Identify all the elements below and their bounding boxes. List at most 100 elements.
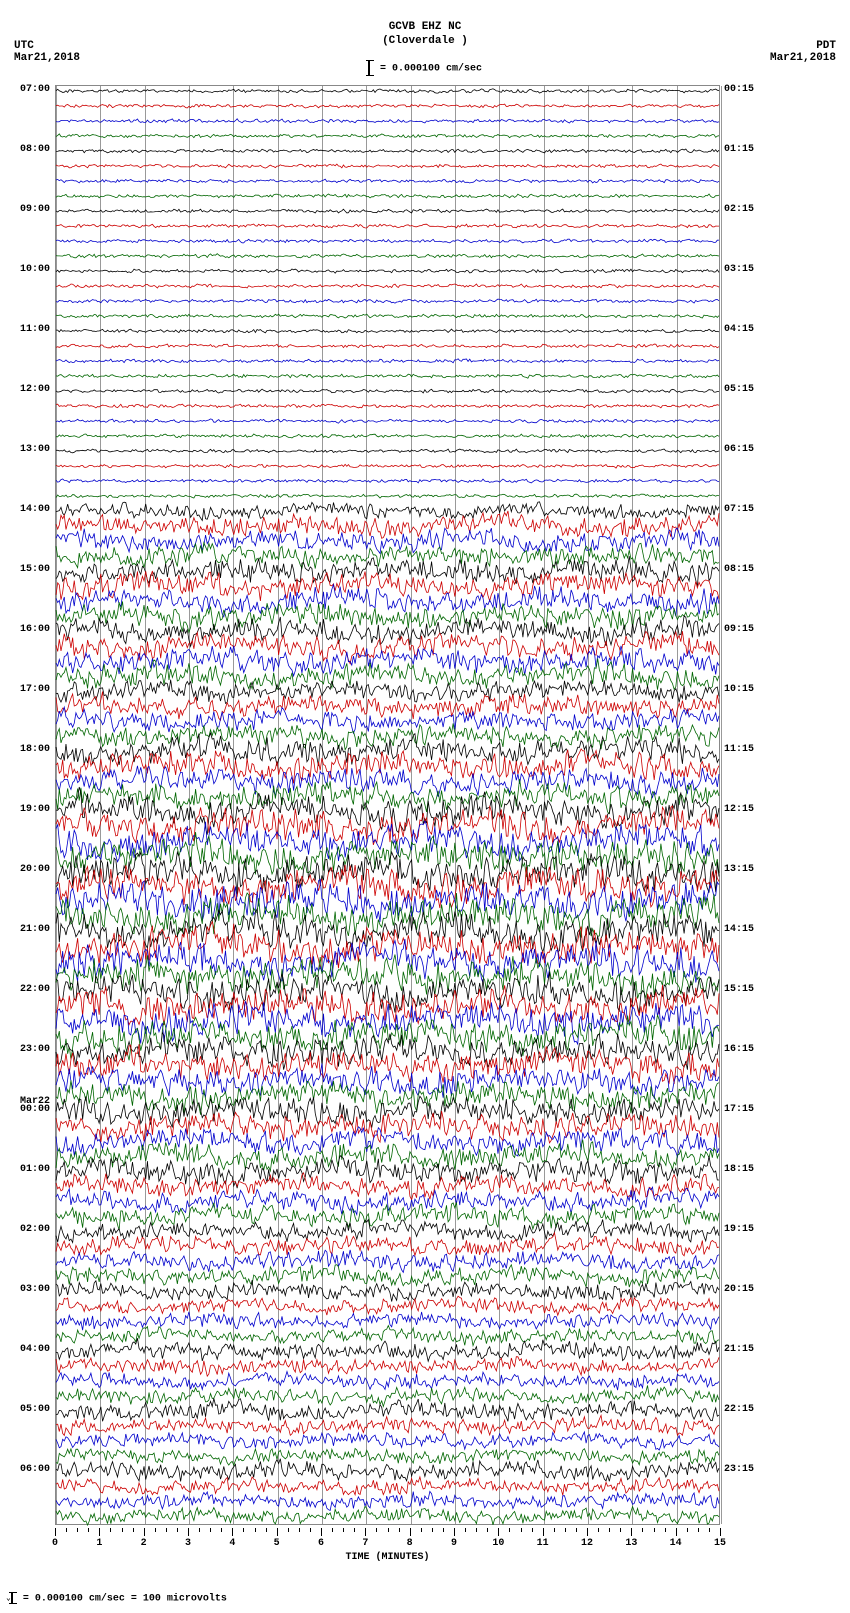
x-tick-minor — [432, 1528, 433, 1532]
x-tick-minor — [465, 1528, 466, 1532]
x-tick-minor — [487, 1528, 488, 1532]
footer-scale-bar-icon — [11, 1592, 13, 1604]
x-tick-label: 10 — [492, 1538, 504, 1549]
x-tick-major — [410, 1528, 411, 1536]
left-time-label: 13:00 — [2, 445, 50, 455]
x-tick-minor — [210, 1528, 211, 1532]
x-tick-major — [55, 1528, 56, 1536]
tz-left-date: Mar21,2018 — [14, 52, 80, 64]
x-tick-label: 13 — [625, 1538, 637, 1549]
right-time-label: 17:15 — [724, 1105, 772, 1115]
chart-footer: ⌄ = 0.000100 cm/sec = 100 microvolts — [6, 1592, 227, 1605]
x-tick-label: 1 — [96, 1538, 102, 1549]
x-tick-minor — [343, 1528, 344, 1532]
left-time-label: 01:00 — [2, 1165, 50, 1175]
x-tick-label: 4 — [229, 1538, 235, 1549]
left-time-label: 03:00 — [2, 1285, 50, 1295]
left-time-label: 10:00 — [2, 265, 50, 275]
left-time-label: 17:00 — [2, 685, 50, 695]
x-tick-major — [676, 1528, 677, 1536]
x-tick-major — [365, 1528, 366, 1536]
right-time-label: 06:15 — [724, 445, 772, 455]
left-time-label: 04:00 — [2, 1345, 50, 1355]
right-time-label: 07:15 — [724, 505, 772, 515]
x-tick-minor — [509, 1528, 510, 1532]
left-time-label: 19:00 — [2, 805, 50, 815]
x-tick-label: 12 — [581, 1538, 593, 1549]
x-tick-minor — [310, 1528, 311, 1532]
x-tick-label: 8 — [407, 1538, 413, 1549]
left-time-label: 09:00 — [2, 205, 50, 215]
tz-right-date: Mar21,2018 — [770, 52, 836, 64]
left-time-label: 11:00 — [2, 325, 50, 335]
right-time-label: 09:15 — [724, 625, 772, 635]
x-axis: TIME (MINUTES) 0123456789101112131415 — [55, 1528, 720, 1568]
x-tick-minor — [221, 1528, 222, 1532]
x-tick-major — [631, 1528, 632, 1536]
left-time-label: 23:00 — [2, 1045, 50, 1055]
tz-right-name: PDT — [770, 40, 836, 52]
x-tick-minor — [177, 1528, 178, 1532]
left-time-label: 22:00 — [2, 985, 50, 995]
x-tick-minor — [66, 1528, 67, 1532]
x-tick-label: 5 — [274, 1538, 280, 1549]
x-tick-minor — [243, 1528, 244, 1532]
x-tick-major — [587, 1528, 588, 1536]
grid-line — [721, 86, 722, 1524]
x-tick-minor — [443, 1528, 444, 1532]
x-tick-major — [232, 1528, 233, 1536]
right-time-label: 20:15 — [724, 1285, 772, 1295]
x-tick-minor — [665, 1528, 666, 1532]
x-tick-minor — [521, 1528, 522, 1532]
x-tick-minor — [155, 1528, 156, 1532]
x-tick-minor — [609, 1528, 610, 1532]
right-time-label: 12:15 — [724, 805, 772, 815]
right-time-label: 19:15 — [724, 1225, 772, 1235]
x-tick-minor — [576, 1528, 577, 1532]
x-tick-minor — [376, 1528, 377, 1532]
left-time-label: 21:00 — [2, 925, 50, 935]
footer-text: = 0.000100 cm/sec = 100 microvolts — [17, 1594, 227, 1605]
timezone-right: PDT Mar21,2018 — [770, 40, 836, 64]
left-time-label: 12:00 — [2, 385, 50, 395]
left-time-label: 14:00 — [2, 505, 50, 515]
x-tick-major — [498, 1528, 499, 1536]
x-tick-minor — [77, 1528, 78, 1532]
right-time-label: 11:15 — [724, 745, 772, 755]
x-tick-label: 14 — [670, 1538, 682, 1549]
x-tick-minor — [122, 1528, 123, 1532]
right-time-label: 04:15 — [724, 325, 772, 335]
x-tick-minor — [642, 1528, 643, 1532]
right-time-label: 08:15 — [724, 565, 772, 575]
x-tick-major — [277, 1528, 278, 1536]
x-tick-major — [543, 1528, 544, 1536]
left-time-label: 06:00 — [2, 1465, 50, 1475]
x-tick-minor — [554, 1528, 555, 1532]
x-tick-minor — [110, 1528, 111, 1532]
right-time-label: 14:15 — [724, 925, 772, 935]
x-tick-label: 2 — [141, 1538, 147, 1549]
left-time-label: 15:00 — [2, 565, 50, 575]
timezone-left: UTC Mar21,2018 — [14, 40, 80, 64]
x-tick-minor — [565, 1528, 566, 1532]
x-tick-minor — [399, 1528, 400, 1532]
x-tick-minor — [654, 1528, 655, 1532]
station-location: (Cloverdale ) — [0, 34, 850, 48]
x-tick-minor — [687, 1528, 688, 1532]
x-tick-minor — [698, 1528, 699, 1532]
x-tick-minor — [709, 1528, 710, 1532]
plot-area — [55, 85, 720, 1525]
x-tick-minor — [421, 1528, 422, 1532]
x-tick-minor — [388, 1528, 389, 1532]
x-tick-minor — [166, 1528, 167, 1532]
left-time-label: 16:00 — [2, 625, 50, 635]
x-tick-minor — [133, 1528, 134, 1532]
x-tick-minor — [354, 1528, 355, 1532]
right-time-label: 00:15 — [724, 85, 772, 95]
x-tick-minor — [266, 1528, 267, 1532]
x-tick-major — [321, 1528, 322, 1536]
tz-left-name: UTC — [14, 40, 80, 52]
seismogram-container: GCVB EHZ NC (Cloverdale ) = 0.000100 cm/… — [0, 0, 850, 1613]
seismic-trace — [56, 1516, 719, 1517]
x-tick-label: 3 — [185, 1538, 191, 1549]
